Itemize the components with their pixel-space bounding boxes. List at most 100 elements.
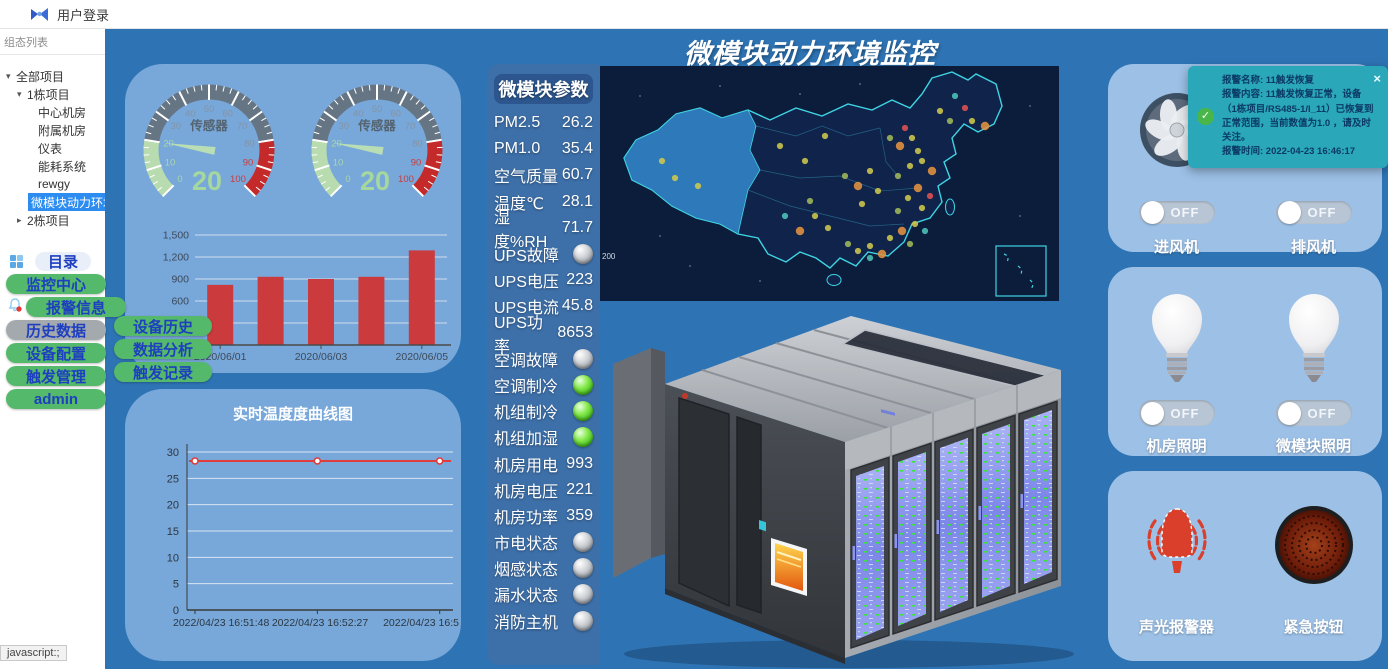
tree-item-label: 附属机房 [38, 123, 87, 138]
params-rows: PM2.5 26.2 PM1.0 35.4 空气质量 60.7 温度℃ 28.1 湿度%RH 71… [494, 110, 593, 634]
directory-row: 目录 [6, 252, 126, 271]
param-label: PM2.5 [494, 114, 541, 132]
tree-arrow-icon[interactable]: ▾ [6, 70, 11, 81]
power-toggle[interactable]: OFF [1275, 400, 1352, 426]
menu-button-设备配置[interactable]: 设备配置 [6, 343, 106, 363]
china-map [623, 71, 1047, 297]
menu-button-报警信息[interactable]: 报警信息 [26, 297, 126, 317]
emergency-button-icon[interactable] [1272, 503, 1356, 587]
param-row: 市电状态 [494, 529, 593, 555]
sidebar-tree-item[interactable]: 中心机房 [0, 103, 105, 121]
param-value: 993 [566, 454, 593, 472]
tree-item-label: rewgy [38, 177, 71, 191]
alarm-notification-popup: ✓ × 报警名称: 11触发恢复 报警内容: 11触发恢复正常，设备（1栋项目/… [1188, 66, 1388, 168]
param-label: 机组加湿 [494, 431, 559, 449]
lights-card: OFF 机房照明 OFF 微模块照明 [1108, 267, 1382, 456]
param-row: 机房功率 359 [494, 503, 593, 529]
sidebar-tree-item[interactable]: 附属机房 [0, 121, 105, 139]
temperature-panel: 实时温度度曲线图 0 5 10 15 20 25 30 2022/04/23 16:51:48… [125, 389, 461, 661]
param-label: 市电状态 [494, 536, 559, 554]
submenu-button-触发记录[interactable]: 触发记录 [114, 362, 212, 382]
history-submenu: 设备历史数据分析触发记录 [114, 316, 212, 385]
svg-text:80: 80 [244, 139, 255, 150]
param-row: UPS电流 45.8 [494, 293, 593, 319]
svg-text:20: 20 [192, 166, 222, 196]
param-row: 湿度%RH 71.7 [494, 210, 593, 251]
power-toggle[interactable]: OFF [1275, 201, 1352, 224]
tree-arrow-icon[interactable]: ▾ [17, 88, 22, 99]
device-column: 声光报警器 [1108, 471, 1245, 661]
sidebar-tree-item[interactable]: ▾ 全部项目 [0, 67, 105, 85]
top-bar: 用户登录 [0, 0, 1388, 29]
tree-item-label: 1栋项目 [27, 87, 70, 102]
svg-text:2022/04/23 16:52:27: 2022/04/23 16:52:27 [272, 617, 369, 629]
menu-button-admin[interactable]: admin [6, 389, 106, 409]
menu-row: 历史数据 [6, 320, 126, 340]
status-tooltip: javascript:; [0, 645, 67, 661]
server-room-image [613, 316, 1074, 668]
menu-row: 监控中心 [6, 274, 126, 294]
user-login-label[interactable]: 用户登录 [57, 7, 110, 23]
param-row: 漏水状态 [494, 581, 593, 607]
west-region [623, 107, 761, 235]
param-label: UPS电压 [494, 274, 559, 292]
sidebar-tree-item[interactable]: rewgy [0, 175, 105, 193]
close-icon[interactable]: × [1373, 71, 1381, 86]
alarm-content-line: 报警内容: 11触发恢复正常，设备（1栋项目/RS485-1/I_11）已恢复到… [1222, 89, 1374, 143]
param-label: 机房电压 [494, 483, 559, 501]
directory-button[interactable]: 目录 [35, 252, 91, 271]
menu-button-监控中心[interactable]: 监控中心 [6, 274, 106, 294]
alarms-card: 声光报警器 紧急按钮 [1108, 471, 1382, 661]
param-value: 45.8 [561, 297, 593, 315]
menu-row: 触发管理 [6, 366, 126, 386]
param-label: 漏水状态 [494, 588, 559, 606]
sidebar-tree-item[interactable]: 能耗系统 [0, 157, 105, 175]
svg-text:90: 90 [411, 158, 422, 169]
device-column: 紧急按钮 [1245, 471, 1382, 661]
status-led-gray [573, 584, 593, 605]
menu-button-历史数据[interactable]: 历史数据 [6, 320, 106, 340]
sidebar-tree-item[interactable]: ▾ 1栋项目 [0, 85, 105, 103]
param-label: 消防主机 [494, 614, 559, 632]
svg-text:80: 80 [412, 139, 423, 150]
check-icon: ✓ [1197, 108, 1214, 125]
sidebar-tree-item[interactable]: 仪表 [0, 139, 105, 157]
submenu-button-设备历史[interactable]: 设备历史 [114, 316, 212, 336]
sidebar-tree-item[interactable]: ▸ 2栋项目 [0, 211, 105, 229]
power-toggle[interactable]: OFF [1138, 400, 1215, 426]
svg-text:100: 100 [398, 174, 414, 185]
param-row: 机组制冷 [494, 398, 593, 424]
svg-text:2020/06/03: 2020/06/03 [295, 351, 348, 363]
param-row: 温度℃ 28.1 [494, 189, 593, 215]
param-value: 26.2 [561, 114, 593, 132]
param-row: 烟感状态 [494, 555, 593, 581]
tree-item-label: 全部项目 [16, 69, 65, 84]
svg-text:1,200: 1,200 [163, 252, 189, 264]
svg-text:900: 900 [171, 274, 189, 286]
app-logo-icon [31, 7, 48, 21]
page-title: 微模块动力环境监控 [684, 39, 936, 69]
param-row: PM1.0 35.4 [494, 136, 593, 162]
sidebar-tree-item[interactable]: 微模块动力环境 [0, 193, 105, 211]
svg-text:100: 100 [230, 174, 246, 185]
submenu-button-数据分析[interactable]: 数据分析 [114, 339, 212, 359]
toggle-knob [1277, 201, 1301, 224]
tree-item-label: 2栋项目 [27, 213, 70, 228]
toggle-state-label: OFF [1307, 405, 1337, 421]
param-label: UPS电流 [494, 300, 559, 318]
alarm-bell-icon [8, 297, 22, 317]
map-scale-label: 200 [602, 252, 616, 261]
param-row: UPS故障 [494, 241, 593, 267]
power-toggle[interactable]: OFF [1138, 201, 1215, 224]
svg-text:30: 30 [339, 121, 350, 132]
device-label: 声光报警器 [1138, 619, 1214, 636]
status-led-green [573, 374, 593, 395]
menu-button-触发管理[interactable]: 触发管理 [6, 366, 106, 386]
param-label: 烟感状态 [494, 562, 559, 580]
svg-text:0: 0 [173, 605, 179, 617]
tree-arrow-icon[interactable]: ▸ [17, 214, 22, 225]
svg-text:5: 5 [173, 579, 179, 591]
